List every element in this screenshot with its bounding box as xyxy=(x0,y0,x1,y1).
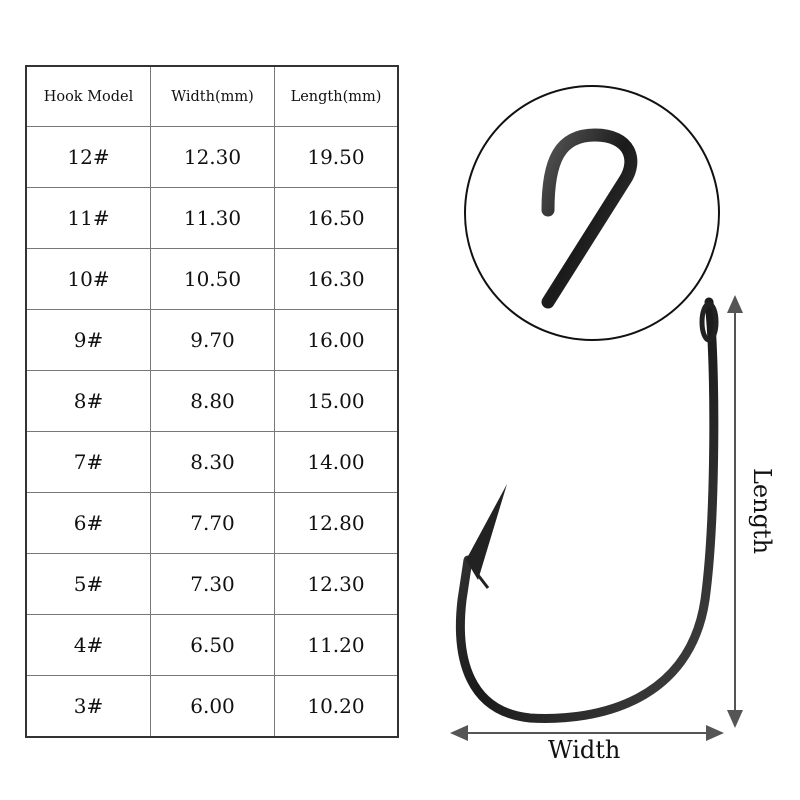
table-row: 7# 8.30 14.00 xyxy=(25,431,399,493)
cell-width: 7.30 xyxy=(150,553,275,615)
table-row: 11# 11.30 16.50 xyxy=(25,187,399,249)
cell-length: 15.00 xyxy=(274,370,399,432)
cell-length: 16.00 xyxy=(274,309,399,371)
eye-closeup-circle xyxy=(464,85,720,341)
cell-width: 9.70 xyxy=(150,309,275,371)
cell-width: 7.70 xyxy=(150,492,275,554)
cell-hook-model: 3# xyxy=(25,675,151,738)
cell-length: 12.30 xyxy=(274,553,399,615)
table-row: 3# 6.00 10.20 xyxy=(25,675,399,738)
cell-width: 12.30 xyxy=(150,126,275,188)
cell-length: 19.50 xyxy=(274,126,399,188)
table-row: 9# 9.70 16.00 xyxy=(25,309,399,371)
hook-size-table: Hook Model Width(mm) Length(mm) 12# 12.30… xyxy=(25,65,399,738)
table-row: 8# 8.80 15.00 xyxy=(25,370,399,432)
table-row: 10# 10.50 16.30 xyxy=(25,248,399,310)
cell-width: 6.50 xyxy=(150,614,275,676)
table-row: 5# 7.30 12.30 xyxy=(25,553,399,615)
cell-hook-model: 11# xyxy=(25,187,151,249)
hook-illustration xyxy=(455,297,719,723)
cell-width: 10.50 xyxy=(150,248,275,310)
cell-width: 6.00 xyxy=(150,675,275,738)
cell-hook-model: 7# xyxy=(25,431,151,493)
table-header-row: Hook Model Width(mm) Length(mm) xyxy=(25,65,399,127)
cell-length: 16.50 xyxy=(274,187,399,249)
header-length: Length(mm) xyxy=(274,65,399,127)
cell-length: 10.20 xyxy=(274,675,399,738)
cell-length: 16.30 xyxy=(274,248,399,310)
cell-hook-model: 6# xyxy=(25,492,151,554)
length-label: Length xyxy=(748,467,776,555)
cell-length: 11.20 xyxy=(274,614,399,676)
table-row: 6# 7.70 12.80 xyxy=(25,492,399,554)
header-width: Width(mm) xyxy=(150,65,275,127)
table-row: 4# 6.50 11.20 xyxy=(25,614,399,676)
cell-width: 8.30 xyxy=(150,431,275,493)
width-label: Width xyxy=(548,736,621,764)
cell-width: 8.80 xyxy=(150,370,275,432)
table-row: 12# 12.30 19.50 xyxy=(25,126,399,188)
header-hook-model: Hook Model xyxy=(25,65,151,127)
cell-length: 14.00 xyxy=(274,431,399,493)
cell-hook-model: 9# xyxy=(25,309,151,371)
cell-length: 12.80 xyxy=(274,492,399,554)
